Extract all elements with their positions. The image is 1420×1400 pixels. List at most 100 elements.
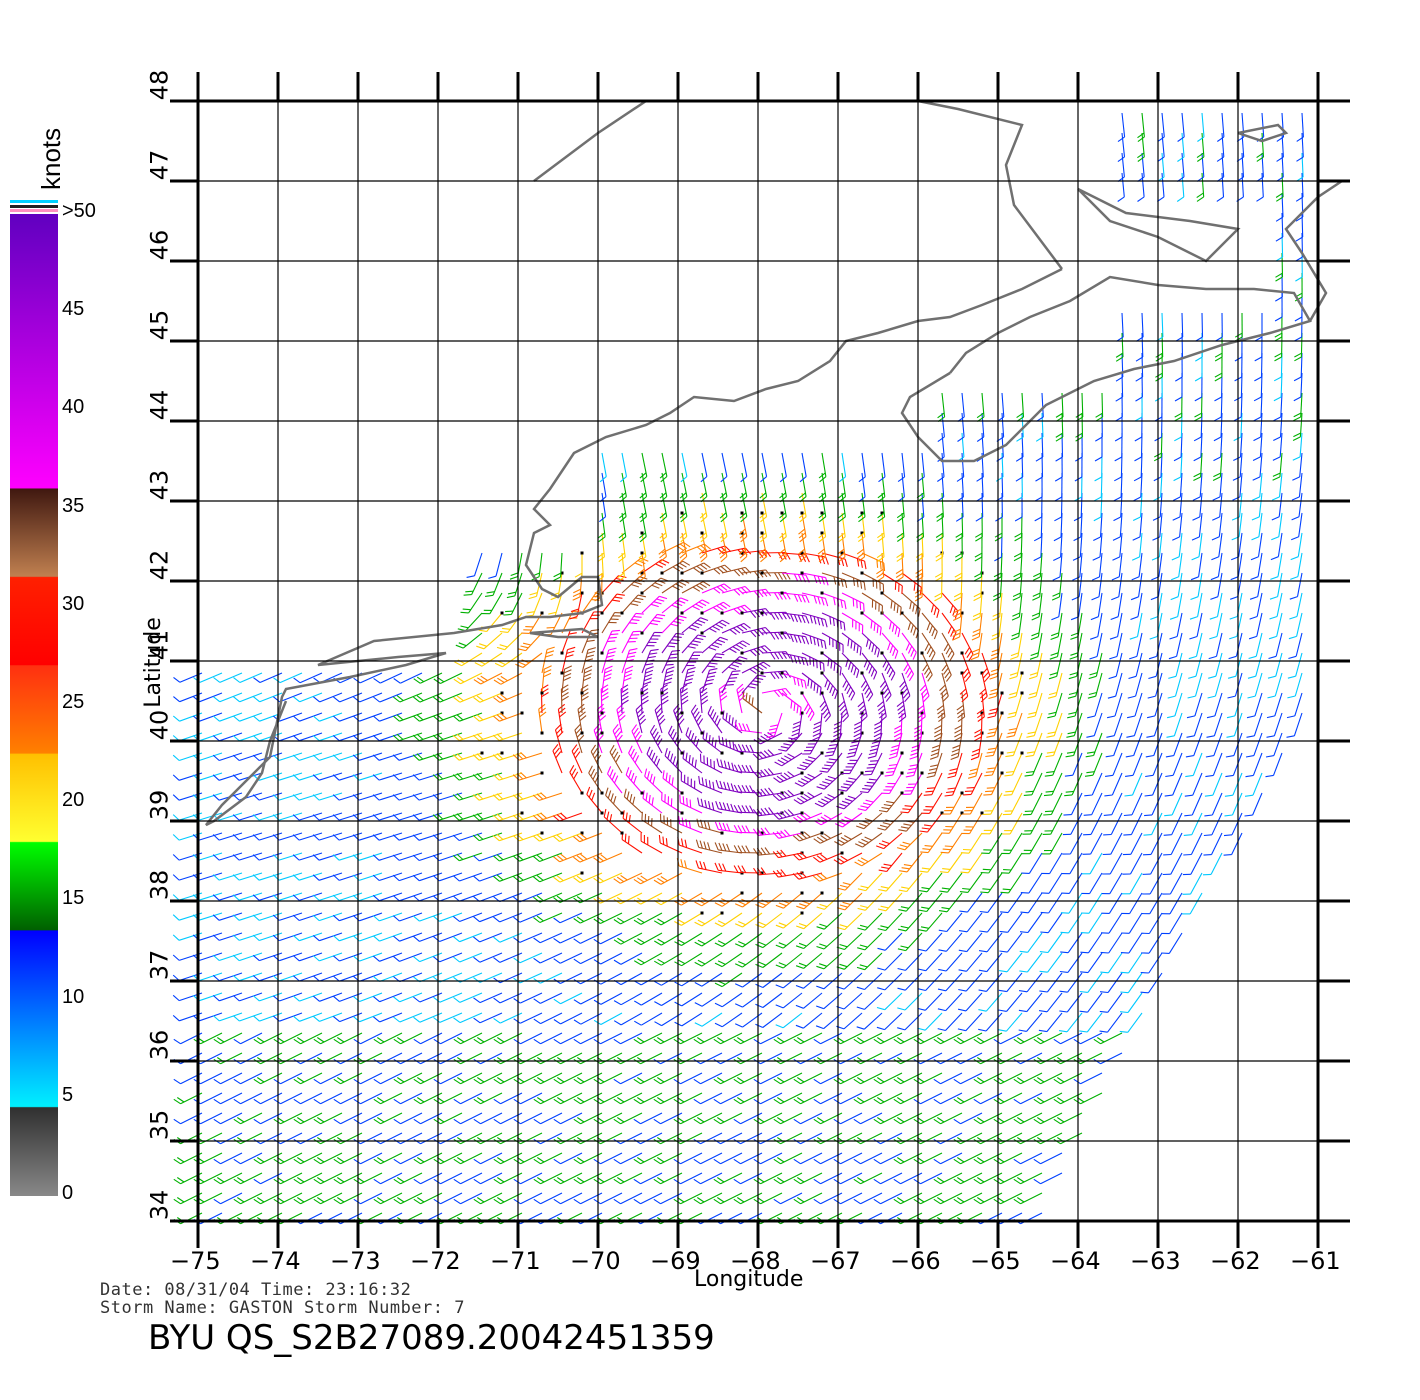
wind-barb — [532, 832, 563, 842]
wind-barb — [212, 872, 243, 881]
wind-barb — [293, 1152, 323, 1165]
wind-barb — [992, 592, 1003, 621]
wind-barb — [980, 872, 1003, 894]
wind-barb — [775, 1012, 803, 1029]
wind-barb — [1177, 112, 1185, 142]
wind-barb — [621, 576, 648, 594]
wind-barb — [1091, 552, 1103, 581]
wind-barb — [1135, 312, 1144, 342]
wind-barb — [1172, 512, 1183, 541]
wind-barb — [1197, 112, 1205, 142]
wind-barb — [1190, 572, 1203, 601]
wind-barb — [1265, 752, 1283, 778]
wind-barb — [970, 632, 983, 661]
wind-barb — [521, 611, 544, 634]
wind-barb — [373, 1172, 403, 1185]
wind-barb — [1142, 872, 1163, 895]
wind-barb — [919, 872, 943, 893]
wind-barb — [433, 1012, 463, 1023]
wind-barb — [816, 912, 843, 930]
wind-barb — [801, 652, 825, 672]
wind-barb — [1140, 972, 1163, 994]
longitude-tick-label: −65 — [970, 1247, 1021, 1275]
colorbar-unit-label: knots — [36, 127, 66, 190]
wind-barb — [856, 1012, 883, 1030]
wind-barb — [1120, 932, 1143, 954]
wind-barb — [392, 872, 423, 882]
wind-barb — [232, 1012, 263, 1022]
wind-barb — [801, 612, 828, 628]
wind-barb — [793, 1172, 823, 1185]
wind-barb — [741, 674, 766, 694]
wind-barb — [1265, 732, 1283, 758]
wind-barb — [775, 932, 803, 949]
wind-barb — [553, 932, 583, 944]
colorbar-tick-label: 35 — [62, 494, 85, 517]
wind-barb — [552, 744, 563, 774]
wind-barb — [660, 560, 691, 575]
wind-barb — [1182, 872, 1203, 895]
wind-barb — [979, 932, 1003, 953]
wind-barb — [513, 992, 543, 1004]
wind-barb — [392, 772, 423, 781]
wind-barb — [1202, 852, 1223, 876]
wind-barb — [232, 752, 263, 762]
colorbar-tick-label: 30 — [62, 592, 85, 615]
wind-barb — [1272, 432, 1283, 461]
wind-barb — [873, 712, 883, 742]
wind-barb — [513, 1172, 543, 1185]
wind-barb — [1170, 552, 1183, 581]
wind-barb — [967, 752, 983, 779]
wind-barb — [1083, 792, 1103, 816]
wind-barb — [293, 1172, 323, 1185]
wind-barb — [877, 952, 903, 971]
wind-barb — [1230, 552, 1243, 581]
wind-barb — [353, 692, 383, 703]
wind-barb — [1186, 712, 1203, 738]
wind-barb — [975, 512, 983, 542]
wind-barb — [834, 832, 863, 846]
wind-barb — [690, 704, 704, 735]
wind-barb — [1059, 992, 1083, 1013]
wind-barb — [433, 992, 463, 1003]
wind-barb — [640, 684, 649, 714]
wind-barb — [921, 612, 938, 640]
wind-barb — [898, 872, 923, 893]
wind-barb — [372, 952, 403, 962]
wind-barb — [1033, 1032, 1063, 1045]
latitude-tick-label: 47 — [145, 149, 174, 181]
wind-barb — [1063, 792, 1083, 816]
wind-barb — [1105, 732, 1123, 758]
wind-barb — [393, 692, 423, 703]
wind-barb — [312, 952, 343, 962]
wind-barb — [233, 1172, 263, 1185]
wind-barb — [1124, 772, 1143, 797]
wind-barb — [634, 992, 663, 1006]
wind-barb — [991, 612, 1003, 641]
wind-barb — [593, 932, 623, 945]
wind-barb — [633, 952, 663, 966]
wind-barb — [998, 992, 1023, 1012]
wind-barb — [713, 1152, 743, 1165]
wind-barb — [513, 1192, 543, 1205]
wind-barb — [998, 972, 1023, 993]
wind-barb — [816, 932, 843, 950]
wind-barb — [620, 684, 629, 714]
wind-barb — [452, 732, 483, 742]
wind-barb — [772, 829, 804, 839]
wind-barb — [853, 1092, 883, 1105]
wind-barb — [697, 797, 723, 814]
wind-barb — [1150, 572, 1163, 601]
wind-barb — [513, 1092, 543, 1105]
wind-barb — [620, 452, 628, 483]
wind-barb — [613, 1012, 643, 1026]
wind-barb — [1021, 832, 1043, 855]
wind-barb — [815, 1012, 843, 1030]
wind-barb — [937, 992, 963, 1012]
wind-barb — [978, 952, 1003, 973]
wind-barb — [1093, 1032, 1123, 1045]
wind-barb — [1130, 572, 1143, 601]
wind-barb — [433, 1192, 463, 1205]
wind-barb — [273, 692, 303, 703]
wind-barb — [613, 1112, 643, 1125]
